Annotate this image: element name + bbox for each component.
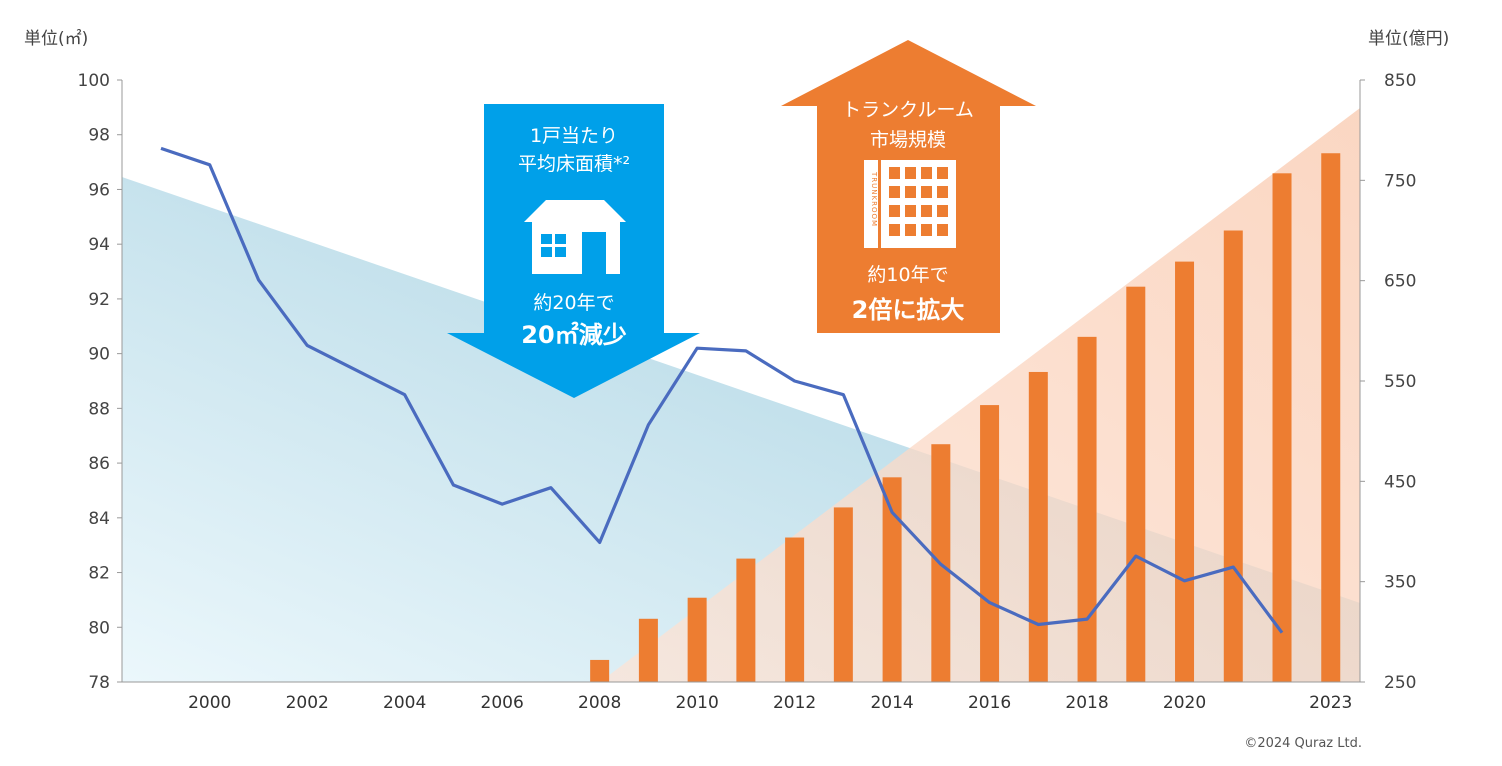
right-tick-label-450: 450 [1384, 472, 1416, 492]
left-tick-label-80: 80 [88, 618, 110, 638]
window-3-1 [905, 224, 916, 236]
x-axis-ticks: 2000 2002 2004 2006 2008 2010 2012 2014 2016 2018… [188, 693, 1352, 713]
left-tick-label-82: 82 [88, 564, 110, 584]
x-tick-label-2000: 2000 [188, 693, 231, 713]
x-tick-label-2012: 2012 [773, 693, 816, 713]
floor-area-title-line1: 1戸当たり [530, 125, 618, 147]
bar-2017 [1028, 371, 1048, 682]
left-tick-label-90: 90 [88, 345, 110, 365]
market-emphasis: 2倍に拡大 [852, 296, 965, 324]
floor-area-sub: 約20年で [533, 292, 614, 314]
bar-2010 [687, 597, 707, 682]
market-sub: 約10年で [867, 264, 948, 286]
copyright: ©2024 Quraz Ltd. [1244, 736, 1362, 751]
window-2-0 [889, 205, 900, 217]
bar-2014 [882, 477, 902, 682]
x-tick-label-2018: 2018 [1065, 693, 1108, 713]
bar-2023 [1321, 153, 1341, 682]
x-tick-label-2002: 2002 [286, 693, 329, 713]
window-0-0 [889, 167, 900, 179]
bar-2020 [1175, 261, 1195, 682]
right-tick-label-750: 750 [1384, 171, 1416, 191]
trunkroom-building-icon: TRUNKROOM [864, 160, 956, 248]
right-tick-label-850: 850 [1384, 71, 1416, 91]
left-tick-label-96: 96 [88, 180, 110, 200]
x-tick-label-2010: 2010 [676, 693, 719, 713]
right-tick-label-650: 650 [1384, 272, 1416, 292]
market-callout: トランクルーム 市場規模 TRUNKROOM 約10年で 2倍に拡大 [781, 40, 1036, 333]
floor-area-callout: 1戸当たり 平均床面積*² 約20年で 20㎡減少 [447, 104, 700, 398]
window-1-3 [937, 186, 948, 198]
left-axis-ticks: 78 80 82 84 86 88 90 92 94 96 98 100 [78, 71, 122, 693]
floor-area-title-line2: 平均床面積*² [518, 153, 630, 175]
left-tick-label-84: 84 [88, 509, 110, 529]
window-3-3 [937, 224, 948, 236]
left-tick-label-86: 86 [88, 454, 110, 474]
building-label: TRUNKROOM [870, 171, 878, 227]
left-unit-label: 単位(㎡) [24, 29, 88, 49]
right-tick-label-550: 550 [1384, 372, 1416, 392]
x-tick-label-2006: 2006 [481, 693, 524, 713]
bar-2009 [638, 618, 658, 682]
window-3-0 [889, 224, 900, 236]
window-2-2 [921, 205, 932, 217]
x-tick-label-2020: 2020 [1163, 693, 1206, 713]
left-tick-label-78: 78 [88, 673, 110, 693]
left-tick-label-94: 94 [88, 235, 110, 255]
window-1-1 [905, 186, 916, 198]
right-tick-label-250: 250 [1384, 673, 1416, 693]
bar-series [590, 153, 1341, 682]
window-0-3 [937, 167, 948, 179]
bar-2012 [785, 537, 805, 682]
x-tick-label-2008: 2008 [578, 693, 621, 713]
bar-2008 [590, 659, 610, 682]
right-axis-ticks: 250 350 450 550 650 750 850 [1360, 71, 1416, 693]
left-tick-label-92: 92 [88, 290, 110, 310]
window-3-2 [921, 224, 932, 236]
x-tick-label-2023: 2023 [1309, 693, 1352, 713]
bar-2021 [1223, 230, 1243, 682]
left-tick-label-100: 100 [78, 71, 110, 91]
bar-2019 [1126, 286, 1146, 682]
window-0-1 [905, 167, 916, 179]
bar-2011 [736, 558, 756, 682]
left-tick-label-88: 88 [88, 399, 110, 419]
market-title-line1: トランクルーム [842, 99, 974, 121]
floor-area-emphasis: 20㎡減少 [521, 321, 626, 349]
window-0-2 [921, 167, 932, 179]
bar-2016 [980, 405, 1000, 682]
window-2-3 [937, 205, 948, 217]
line-series [160, 146, 1284, 634]
market-title-line2: 市場規模 [870, 129, 946, 151]
x-tick-label-2016: 2016 [968, 693, 1011, 713]
building-windows [889, 167, 948, 236]
x-tick-label-2004: 2004 [383, 693, 426, 713]
left-tick-label-98: 98 [88, 126, 110, 146]
window-1-2 [921, 186, 932, 198]
x-tick-label-2014: 2014 [870, 693, 913, 713]
bar-2013 [833, 507, 853, 682]
bar-2018 [1077, 336, 1097, 682]
right-tick-label-350: 350 [1384, 573, 1416, 593]
right-unit-label: 単位(億円) [1368, 29, 1449, 49]
bar-2022 [1272, 173, 1292, 682]
window-2-1 [905, 205, 916, 217]
house-icon [524, 200, 626, 274]
window-1-0 [889, 186, 900, 198]
